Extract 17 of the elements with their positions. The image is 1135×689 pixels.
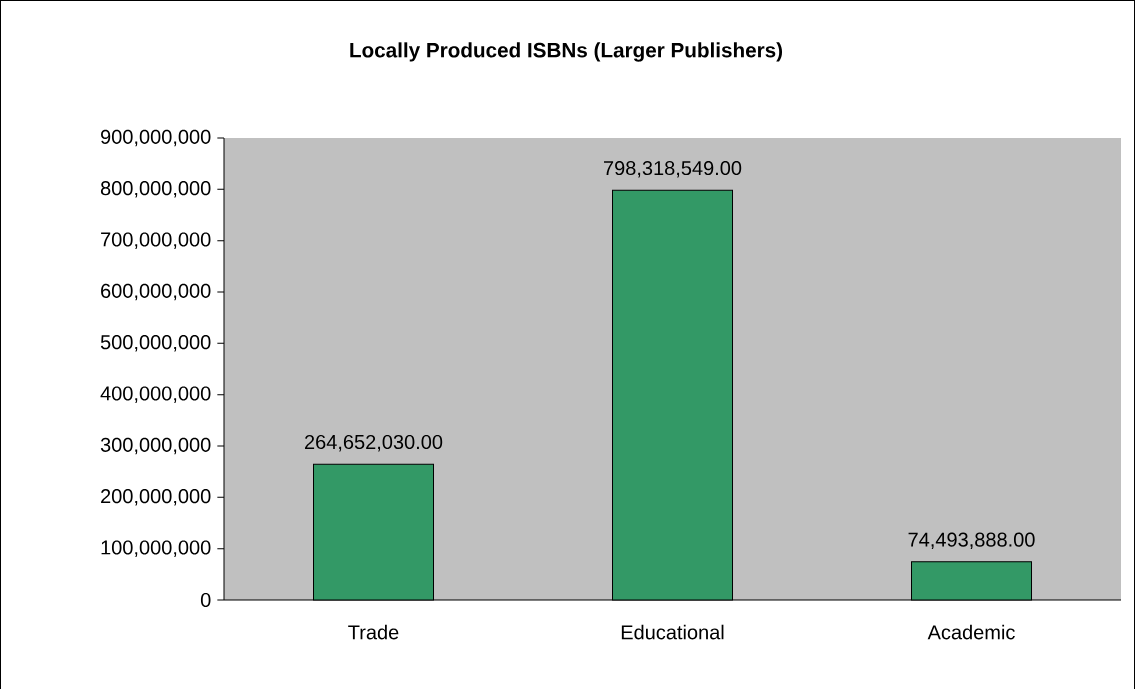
y-tick-label: 200,000,000	[101, 489, 211, 506]
chart-title: Locally Produced ISBNs (Larger Publishers)	[350, 42, 783, 62]
data-label: 74,493,888.00	[908, 532, 1035, 550]
y-tick-label: 300,000,000	[100, 437, 211, 455]
y-tick-label: 400,000,000	[100, 386, 211, 403]
data-label: 798,318,549.00	[604, 160, 742, 178]
x-tick-label: Academic	[927, 624, 1015, 640]
data-label: 264,652,030.00	[304, 434, 443, 452]
y-tick-label: 700,000,000	[101, 232, 211, 249]
y-tick-label: 900,000,000	[101, 129, 211, 147]
y-tick-label: 100,000,000	[101, 540, 211, 557]
y-tick-label: 800,000,000	[100, 181, 211, 198]
x-tick-label: Trade	[348, 624, 399, 640]
y-tick-label: 500,000,000	[100, 335, 211, 352]
y-tick-label: 600,000,000	[101, 283, 211, 301]
x-tick-label: Educational	[621, 624, 724, 640]
y-tick-label: 0	[200, 592, 211, 608]
